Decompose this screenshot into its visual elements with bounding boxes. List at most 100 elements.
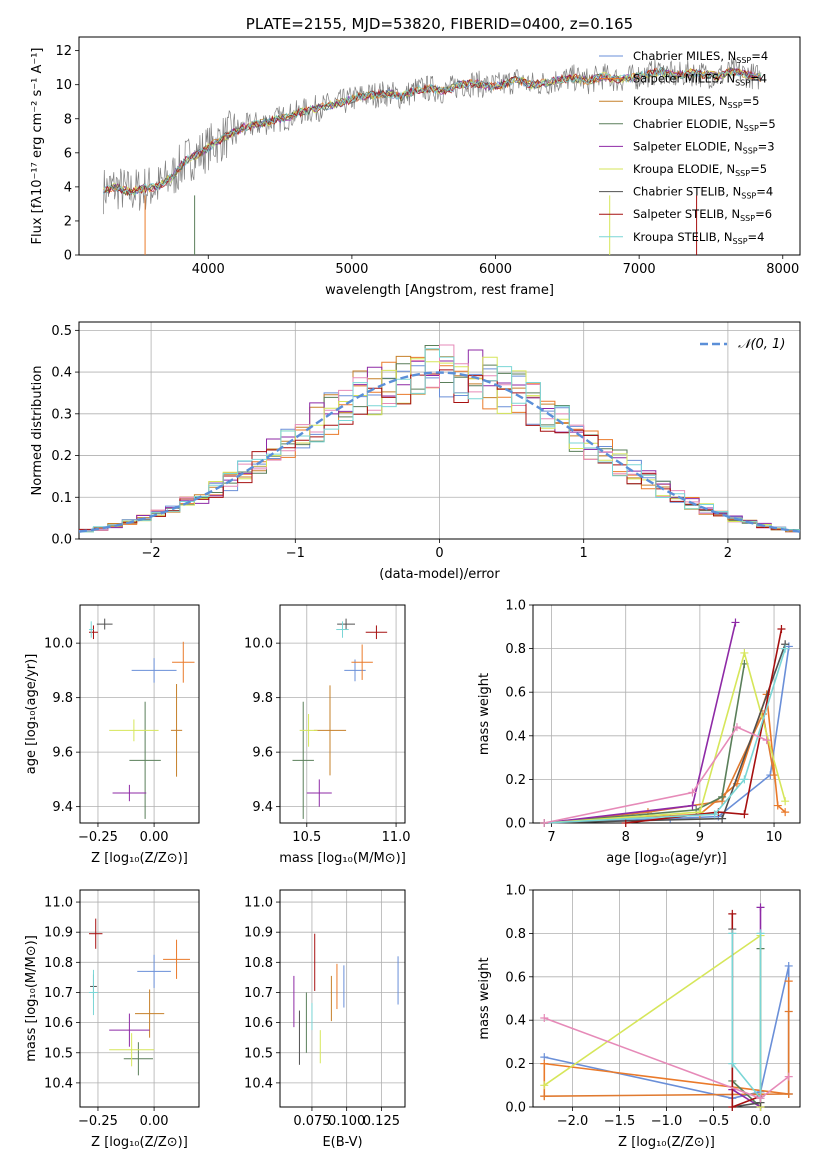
y-tick-label: 9.8 (52, 691, 73, 706)
x-tick-label: 0.125 (363, 1114, 400, 1129)
mass-weight-marker (621, 819, 630, 827)
mass-weight-marker (784, 1072, 793, 1081)
errorbar-point (135, 989, 165, 1038)
mass-weight-marker (740, 810, 749, 819)
mass-weight-marker (540, 819, 549, 827)
y-tick-label: 1.0 (505, 884, 526, 899)
x-tick-label: 10 (766, 830, 783, 845)
x-axis-label: wavelength [Angstrom, rest frame] (325, 283, 554, 298)
y-tick-label: 9.8 (252, 691, 273, 706)
mass-weight-marker (740, 775, 749, 784)
mass-weight-line (731, 907, 762, 1109)
y-axis-label: age [log₁₀(age/yr)] (24, 654, 39, 775)
errorbar-point (365, 625, 388, 640)
errorbar-point (137, 954, 171, 988)
residual-histogram (79, 356, 800, 533)
mass-weight-marker (756, 929, 765, 938)
legend-label: Chabrier MILES, NSSP=4 (633, 49, 768, 65)
y-tick-label: 0.0 (505, 1101, 526, 1116)
errorbar-point (299, 714, 318, 747)
y-tick-label: 10.8 (44, 956, 73, 971)
legend-label: Chabrier ELODIE, NSSP=5 (633, 117, 776, 133)
y-tick-label: 11.0 (44, 896, 73, 911)
mass-weight-marker (773, 801, 782, 810)
y-tick-label: 0.6 (505, 686, 526, 701)
x-axis-label: (data-model)/error (379, 567, 500, 582)
mass-weight-marker (784, 1007, 793, 1016)
y-tick-label: 6 (64, 146, 72, 161)
mass-weight-marker (688, 801, 697, 810)
y-tick-label: 0.4 (505, 1014, 526, 1029)
y-tick-label: 11.0 (244, 896, 273, 911)
mass-weight-marker (740, 648, 749, 657)
x-tick-label: 2 (724, 546, 732, 561)
mass-weight-marker (784, 977, 793, 986)
y-tick-label: 0.6 (505, 970, 526, 985)
mass-weight-marker (540, 1081, 549, 1090)
mass-weight-marker (756, 1094, 765, 1103)
x-axis-label: age [log₁₀(age/yr)] (606, 851, 727, 866)
y-tick-label: 4 (64, 180, 72, 195)
x-tick-label: −2.0 (557, 1114, 589, 1129)
errorbar-point (163, 939, 191, 979)
errorbar-point (292, 701, 314, 819)
errorbar-point (88, 918, 103, 949)
x-tick-label: 0.00 (140, 1114, 169, 1129)
axes-frame (79, 889, 200, 1108)
legend-label: Kroupa STELIB, NSSP=4 (633, 230, 764, 246)
mass-weight-marker (728, 1059, 737, 1068)
normal-reference-line (78, 371, 801, 533)
mass-weight-line (731, 948, 762, 1109)
y-tick-label: 10.5 (44, 1046, 73, 1061)
mass-weight-line (544, 694, 786, 824)
y-axis-label: mass [log₁₀(M/M⊙)] (24, 935, 39, 1062)
axes-frame (79, 604, 200, 824)
errorbar-point (336, 621, 349, 638)
y-tick-label: 0.3 (51, 407, 72, 422)
y-tick-label: 0.8 (505, 927, 526, 942)
errorbar-point (170, 684, 183, 777)
y-tick-label: 10.6 (44, 1016, 73, 1031)
y-tick-label: 10.9 (44, 926, 73, 941)
x-tick-label: 4000 (192, 262, 225, 277)
y-tick-label: 0.4 (505, 729, 526, 744)
mass-weight-marker (732, 723, 741, 732)
legend-label: 𝒩(0, 1) (738, 337, 785, 352)
x-tick-label: 8 (622, 830, 630, 845)
x-tick-label: 10.5 (292, 830, 321, 845)
axes-frame (78, 36, 801, 256)
mass-weight-marker (540, 1092, 549, 1101)
y-tick-label: 0.2 (505, 1057, 526, 1072)
y-tick-label: 10.7 (44, 986, 73, 1001)
mass-weight-line (544, 650, 786, 824)
errorbar-point (109, 1013, 150, 1047)
y-tick-label: 1.0 (505, 599, 526, 614)
y-tick-label: 9.4 (52, 800, 73, 815)
x-tick-label: 8000 (766, 262, 799, 277)
mass-weight-marker (784, 1089, 793, 1098)
axes-frame (78, 321, 801, 540)
errorbar-point (88, 621, 94, 638)
y-tick-label: 12 (55, 44, 72, 59)
y-tick-label: 10.8 (244, 956, 273, 971)
x-tick-label: −0.5 (698, 1114, 730, 1129)
y-axis-label: mass weight (477, 673, 492, 755)
mass-weight-marker (762, 736, 771, 745)
y-tick-label: 0.4 (51, 366, 72, 381)
y-axis-label: mass weight (477, 957, 492, 1039)
x-axis-label: Z [log₁₀(Z/Z⊙)] (91, 851, 188, 866)
x-tick-label: 7 (547, 830, 555, 845)
errorbar-point (109, 719, 159, 742)
mass-weight-marker (688, 788, 697, 797)
x-tick-label: −1 (286, 546, 305, 561)
errorbar-point (306, 779, 332, 807)
y-tick-label: 9.6 (52, 746, 73, 761)
legend-label: Salpeter ELODIE, NSSP=3 (633, 139, 775, 155)
errorbar-point (112, 784, 147, 802)
y-tick-label: 0.1 (51, 491, 72, 506)
x-tick-label: −1.0 (651, 1114, 683, 1129)
axes-frame (532, 889, 801, 1108)
errorbar-point (96, 618, 113, 630)
mass-weight-line (544, 663, 746, 824)
mass-weight-marker (770, 771, 779, 780)
